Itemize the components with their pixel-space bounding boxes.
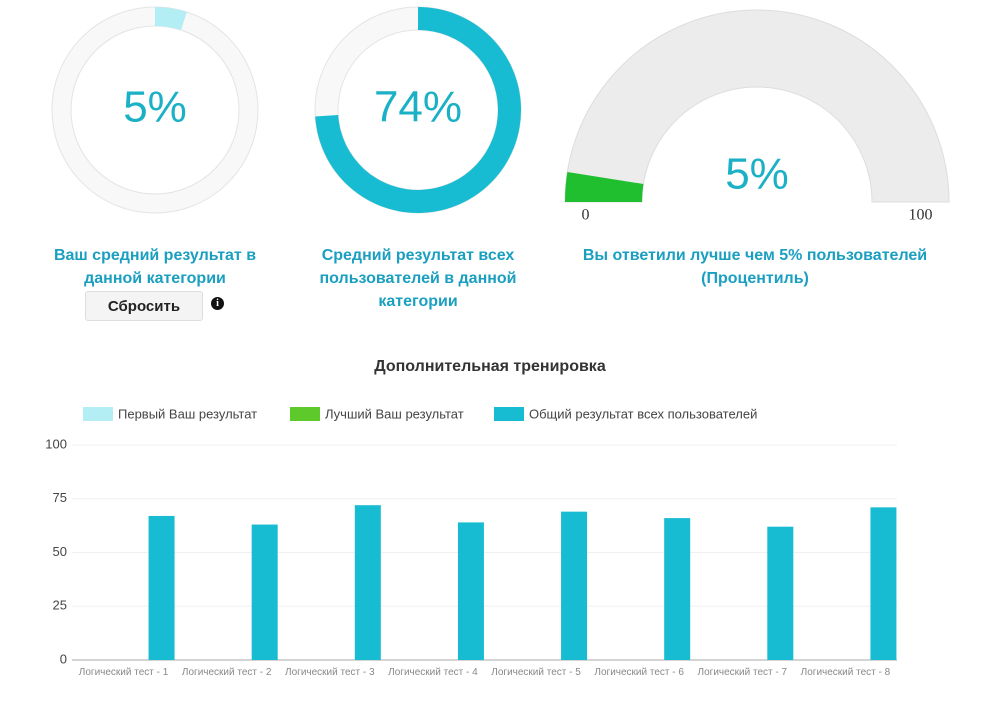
gauge-arc [565, 171, 644, 202]
caption: Средний результат всех пользователей в д… [319, 247, 517, 310]
x-tick-label: Логический тест - 5 [491, 667, 581, 678]
x-tick-label: Логический тест - 8 [800, 667, 891, 678]
value-label: 5% [725, 150, 789, 199]
caption: Вы ответили лучше чем 5% пользователей (… [582, 247, 928, 287]
legend-label: Первый Ваш результат [118, 406, 257, 421]
y-tick-label: 50 [53, 544, 67, 559]
value-label: 5% [123, 83, 187, 132]
bar [457, 522, 484, 660]
bar [664, 518, 691, 660]
caption: Ваш средний результат в данной категории [53, 247, 257, 287]
y-tick-label: 0 [60, 651, 67, 666]
bar [354, 505, 381, 660]
value-label: 74% [374, 83, 462, 132]
legend-label: Общий результат всех пользователей [529, 406, 757, 421]
y-tick-label: 75 [53, 490, 67, 505]
x-tick-label: Логический тест - 1 [78, 667, 169, 678]
bar [251, 524, 278, 660]
x-tick-label: Логический тест - 3 [285, 667, 375, 678]
gauge-tick-label: 0 [582, 207, 590, 224]
legend-swatch [494, 407, 524, 421]
bar [767, 526, 794, 660]
x-tick-label: Логический тест - 7 [697, 667, 788, 678]
legend-swatch [83, 407, 113, 421]
y-tick-label: 100 [45, 436, 67, 451]
reset-button[interactable]: Сбросить [85, 291, 203, 321]
bar [148, 515, 175, 660]
y-tick-label: 25 [53, 598, 67, 613]
x-tick-label: Логический тест - 2 [181, 667, 272, 678]
chart-title: Дополнительная тренировка [374, 358, 606, 375]
gauge-track [564, 9, 950, 203]
donut-arc [155, 7, 187, 31]
legend-label: Лучший Ваш результат [325, 406, 464, 421]
x-tick-label: Логический тест - 6 [594, 667, 684, 678]
gauge-tick-label: 100 [909, 207, 933, 224]
info-icon[interactable]: i [211, 297, 224, 310]
bar [870, 507, 897, 660]
x-tick-label: Логический тест - 4 [388, 667, 478, 678]
bar [561, 511, 588, 660]
legend-swatch [290, 407, 320, 421]
